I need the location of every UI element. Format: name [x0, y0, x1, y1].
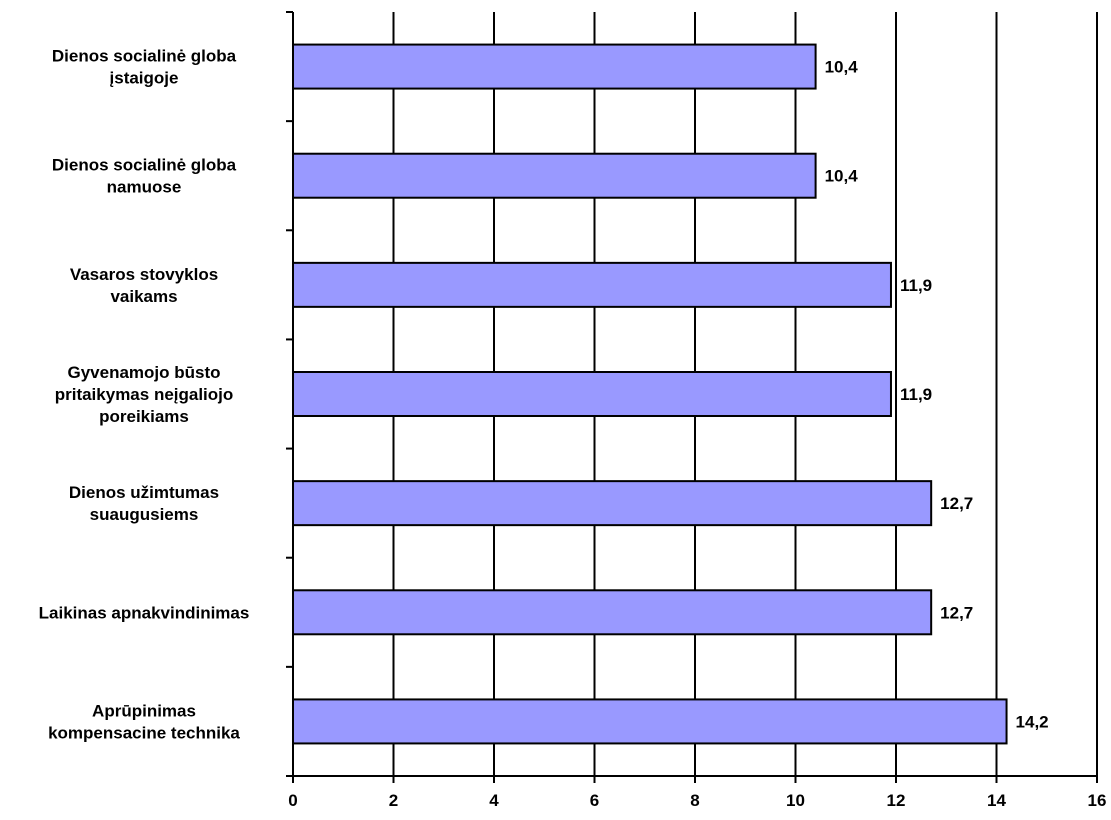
x-tick-label: 4 [489, 791, 499, 810]
category-label: Dienos socialinė globa namuose [52, 156, 237, 197]
category-label: Vasaros stovyklos vaikams [70, 265, 218, 306]
bar [292, 261, 892, 308]
bar [292, 480, 933, 527]
value-label: 12,7 [940, 603, 973, 622]
bar [292, 43, 817, 90]
value-label: 10,4 [825, 167, 859, 186]
x-tick-label: 0 [288, 791, 297, 810]
axes [286, 11, 1098, 783]
x-tick-label: 10 [786, 791, 805, 810]
x-tick-label: 2 [389, 791, 398, 810]
labels: 0 2 4 6 8 10 12 14 16 10,4 Dienos socialinė globa į… [39, 47, 1107, 810]
category-label: Aprūpinimas kompensacine technika [48, 701, 240, 742]
value-label: 11,9 [900, 385, 932, 404]
category-label: Dienos socialinė globa įstaigoje [52, 47, 237, 88]
bars [292, 43, 1008, 745]
value-label: 14,2 [1016, 712, 1049, 731]
x-tick-label: 6 [590, 791, 599, 810]
value-label: 12,7 [940, 494, 973, 513]
category-label: Gyvenamojo būsto pritaikymas neįgaliojo po… [55, 363, 234, 426]
value-label: 11,9 [900, 276, 932, 295]
x-tick-label: 14 [987, 791, 1006, 810]
bar [292, 152, 817, 199]
category-label: Laikinas apnakvindinimas [39, 603, 250, 622]
bar [292, 698, 1008, 745]
x-tick-label: 16 [1088, 791, 1107, 810]
bar [292, 371, 892, 417]
x-tick-label: 8 [690, 791, 699, 810]
x-tick-label: 12 [887, 791, 906, 810]
value-label: 10,4 [825, 58, 859, 77]
category-label: Dienos užimtumas suaugusiems [69, 483, 219, 524]
bar [292, 589, 933, 636]
